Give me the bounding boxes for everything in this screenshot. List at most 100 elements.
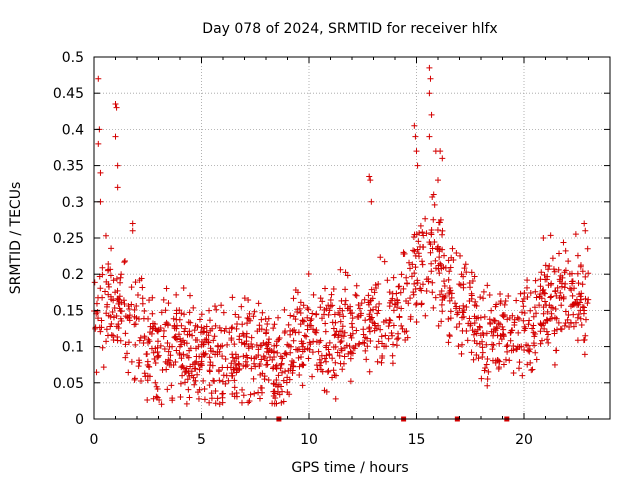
data-point (112, 133, 119, 140)
data-point (299, 343, 306, 350)
data-point (468, 269, 475, 276)
data-point (459, 341, 466, 348)
data-point (231, 393, 238, 400)
data-point (449, 245, 456, 252)
data-point (362, 347, 369, 354)
data-point (129, 227, 136, 234)
data-point (407, 265, 413, 272)
data-point (542, 290, 549, 297)
data-point (431, 201, 438, 208)
data-point (489, 346, 496, 353)
data-point (439, 308, 446, 315)
data-point (243, 338, 250, 345)
data-point (236, 361, 243, 368)
data-point (574, 337, 581, 344)
data-point (290, 359, 297, 366)
data-point (377, 254, 384, 261)
data-point (337, 339, 344, 346)
data-point (167, 352, 174, 359)
data-point (446, 331, 453, 338)
data-point (484, 282, 491, 289)
data-point (306, 322, 313, 329)
data-point (326, 307, 333, 314)
data-point (206, 368, 213, 375)
data-point (532, 288, 539, 295)
data-point (287, 331, 294, 338)
data-point (413, 148, 420, 155)
data-point (275, 372, 282, 379)
data-point (318, 359, 325, 366)
data-point (246, 397, 253, 404)
data-point (177, 335, 184, 342)
data-point (169, 343, 176, 350)
data-point (531, 304, 538, 311)
data-point (282, 328, 289, 335)
data-point (287, 312, 294, 319)
data-point (366, 368, 373, 375)
data-point (338, 347, 345, 354)
data-point (342, 286, 349, 293)
data-point (464, 337, 471, 344)
data-point (360, 326, 367, 333)
data-point (216, 324, 223, 331)
data-point (261, 373, 268, 380)
data-point (446, 333, 453, 340)
data-point (336, 311, 343, 318)
data-point (124, 350, 131, 357)
data-point (400, 285, 407, 292)
data-point (112, 101, 119, 108)
chart-title: Day 078 of 2024, SRMTID for receiver hlf… (202, 21, 497, 37)
data-point (258, 316, 265, 323)
data-point (318, 366, 325, 373)
data-point (158, 309, 165, 316)
data-point (193, 353, 200, 360)
data-point (566, 324, 573, 331)
data-point (530, 322, 537, 329)
data-point (368, 286, 375, 293)
data-point (339, 307, 346, 314)
y-tick-label: 0.35 (53, 159, 84, 175)
data-point (309, 349, 316, 356)
data-point (501, 312, 508, 319)
data-point (541, 325, 548, 332)
data-point (470, 356, 477, 363)
data-point (398, 322, 405, 329)
data-point (178, 310, 185, 317)
data-point (187, 292, 194, 299)
data-point (562, 247, 569, 254)
data-point (126, 306, 133, 313)
data-point (538, 269, 545, 276)
data-point (154, 344, 161, 351)
data-point (257, 342, 264, 349)
data-point (369, 295, 376, 302)
data-point (406, 259, 413, 266)
data-point (135, 315, 142, 322)
data-point (309, 373, 316, 380)
data-point (105, 291, 112, 298)
data-point (182, 325, 189, 332)
data-point (270, 325, 277, 332)
data-point (390, 274, 397, 281)
data-point (208, 347, 215, 354)
data-point (439, 246, 446, 253)
data-point (332, 331, 339, 338)
data-point (582, 295, 589, 302)
data-point (191, 327, 198, 334)
data-point (194, 371, 201, 378)
data-point (374, 310, 381, 317)
data-point (466, 279, 473, 286)
data-point (494, 357, 501, 364)
data-point (533, 294, 540, 301)
data-point (279, 369, 286, 376)
data-point (379, 340, 386, 347)
data-point (229, 372, 236, 379)
data-point (575, 280, 582, 287)
data-point (584, 300, 591, 307)
data-point (343, 342, 350, 349)
data-point (168, 382, 175, 389)
data-point (375, 322, 382, 329)
data-point (201, 386, 208, 393)
data-point (485, 368, 492, 375)
data-point (530, 329, 537, 336)
data-point (299, 382, 306, 389)
